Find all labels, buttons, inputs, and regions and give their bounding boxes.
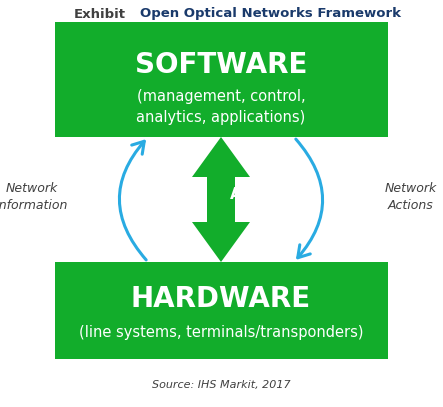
Text: SOFTWARE: SOFTWARE xyxy=(135,51,307,79)
Text: (line systems, terminals/transponders): (line systems, terminals/transponders) xyxy=(79,326,363,341)
Text: HARDWARE: HARDWARE xyxy=(131,285,311,313)
FancyBboxPatch shape xyxy=(55,22,388,137)
Text: Network
Actions: Network Actions xyxy=(385,182,437,212)
Text: APIs: APIs xyxy=(230,187,268,202)
FancyBboxPatch shape xyxy=(55,262,388,359)
Polygon shape xyxy=(192,137,250,262)
FancyArrowPatch shape xyxy=(120,141,146,260)
Text: Source: IHS Markit, 2017: Source: IHS Markit, 2017 xyxy=(152,380,290,390)
Text: Exhibit: Exhibit xyxy=(74,7,126,20)
Text: (management, control,
analytics, applications): (management, control, analytics, applica… xyxy=(136,89,306,125)
Text: Open Optical Networks Framework: Open Optical Networks Framework xyxy=(140,7,401,20)
Text: Network
Information: Network Information xyxy=(0,182,68,212)
FancyArrowPatch shape xyxy=(296,139,323,258)
